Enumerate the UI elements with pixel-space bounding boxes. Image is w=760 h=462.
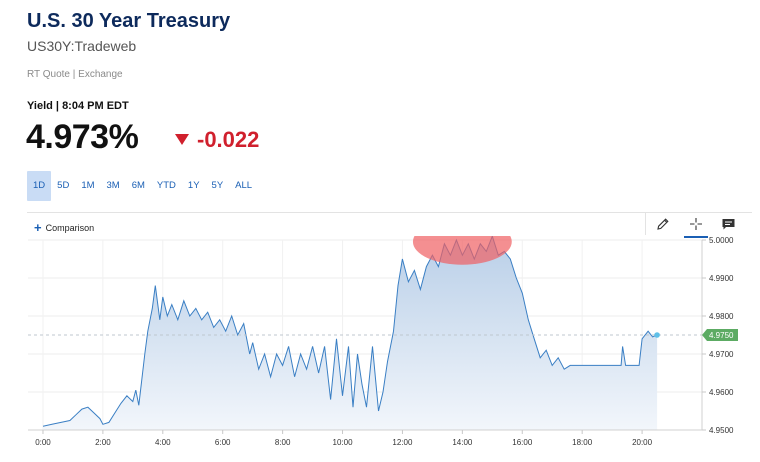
pencil-icon[interactable] <box>651 213 675 235</box>
range-1d[interactable]: 1D <box>27 171 52 201</box>
y-axis: 4.9500 4.9600 4.9700 4.9800 4.9900 5.0000 <box>702 236 734 435</box>
x-tick-label: 12:00 <box>392 438 413 447</box>
yield-timestamp: Yield | 8:04 PM EDT <box>27 100 129 112</box>
x-tick-label: 4:00 <box>155 438 171 447</box>
x-tick-label: 18:00 <box>572 438 593 447</box>
x-axis: 0:00 2:00 4:00 6:00 8:00 10:00 12:00 14:00 16:00… <box>35 430 653 447</box>
yield-chart[interactable]: 4.9500 4.9600 4.9700 4.9800 4.9900 5.0000 0:0… <box>0 236 760 462</box>
last-price-badge-text: 4.9750 <box>709 331 734 340</box>
price-change: -0.022 <box>175 127 259 153</box>
x-tick-label: 20:00 <box>632 438 653 447</box>
range-all[interactable]: ALL <box>235 180 253 191</box>
range-5d[interactable]: 5D <box>57 180 70 191</box>
x-tick-label: 10:00 <box>333 438 354 447</box>
session-high-highlight <box>412 236 512 265</box>
y-tick-label: 4.9500 <box>709 426 734 435</box>
down-arrow-icon <box>175 134 189 145</box>
y-tick-label: 4.9900 <box>709 274 734 283</box>
crosshair-icon[interactable] <box>684 213 708 238</box>
chart-series-line <box>42 236 658 427</box>
y-tick-label: 4.9800 <box>709 312 734 321</box>
x-tick-label: 6:00 <box>215 438 231 447</box>
x-tick-label: 0:00 <box>35 438 51 447</box>
x-tick-label: 14:00 <box>452 438 473 447</box>
range-3m[interactable]: 3M <box>106 180 120 191</box>
plus-icon: + <box>34 220 42 235</box>
y-tick-label: 4.9600 <box>709 388 734 397</box>
toolbar-divider <box>27 212 752 213</box>
y-tick-label: 5.0000 <box>709 236 734 245</box>
toolbar-separator <box>645 213 646 235</box>
x-tick-label: 2:00 <box>95 438 111 447</box>
comment-icon[interactable] <box>716 213 740 235</box>
range-6m[interactable]: 6M <box>131 180 145 191</box>
current-price: 4.973% <box>26 118 139 156</box>
last-price-badge-bg <box>702 329 738 341</box>
range-1y[interactable]: 1Y <box>187 180 200 191</box>
last-price-badge: 4.9750 <box>702 329 738 341</box>
y-tick-label: 4.9700 <box>709 350 734 359</box>
last-price-dot <box>654 332 660 338</box>
x-tick-label: 16:00 <box>512 438 533 447</box>
comparison-label: Comparison <box>45 223 95 233</box>
range-1m[interactable]: 1M <box>81 180 95 191</box>
chart-area-fill <box>43 236 658 430</box>
range-selector: 1D 5D 1M 3M 6M YTD 1Y 5Y ALL <box>27 171 258 201</box>
page-title: U.S. 30 Year Treasury <box>27 10 231 32</box>
range-5y[interactable]: 5Y <box>211 180 224 191</box>
x-tick-label: 8:00 <box>275 438 291 447</box>
quote-meta: RT Quote | Exchange <box>27 69 123 80</box>
comparison-button[interactable]: + Comparison <box>34 220 94 235</box>
range-ytd[interactable]: YTD <box>156 180 176 191</box>
symbol-label: US30Y:Tradeweb <box>27 38 137 54</box>
price-change-value: -0.022 <box>197 127 260 152</box>
